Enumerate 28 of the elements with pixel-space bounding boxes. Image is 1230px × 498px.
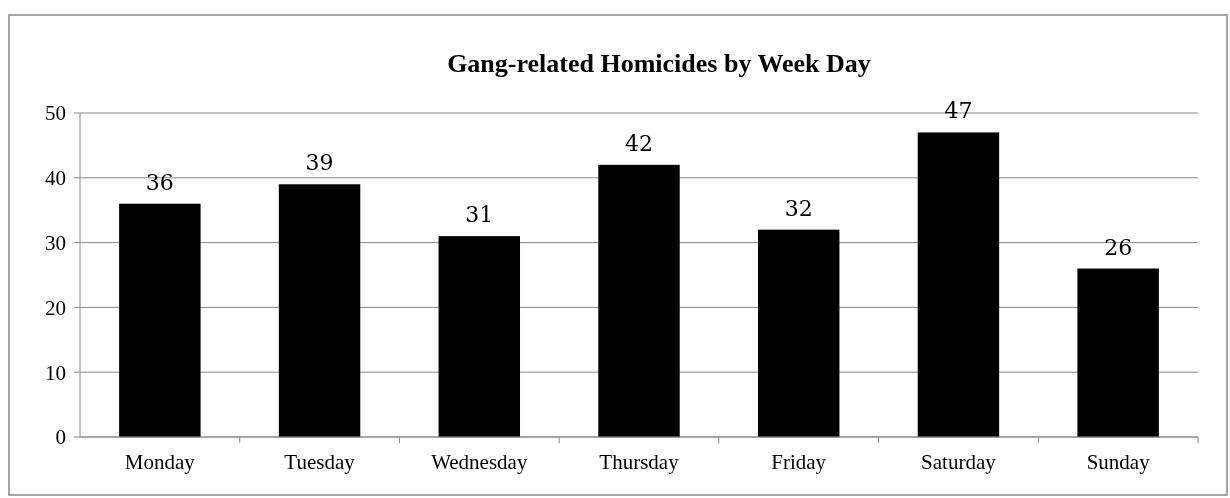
data-label: 47 xyxy=(944,98,973,124)
chart-title: Gang-related Homicides by Week Day xyxy=(447,49,871,78)
data-label: 39 xyxy=(305,150,334,176)
data-label: 26 xyxy=(1104,234,1133,260)
data-label: 42 xyxy=(625,130,653,156)
x-tick-label: Saturday xyxy=(921,450,997,474)
bar xyxy=(278,184,361,437)
bar xyxy=(438,236,521,437)
bar xyxy=(757,229,840,437)
y-tick-label: 10 xyxy=(45,360,66,385)
x-tick-label: Wednesday xyxy=(431,450,528,474)
data-label: 31 xyxy=(465,202,494,228)
x-tick-label: Tuesday xyxy=(284,450,356,474)
x-tick-label: Friday xyxy=(771,450,827,474)
y-tick-label: 50 xyxy=(45,101,66,126)
bar xyxy=(917,132,1000,437)
bar xyxy=(119,203,201,437)
y-tick-label: 0 xyxy=(55,425,66,450)
y-tick-label: 40 xyxy=(45,166,66,191)
bar xyxy=(1077,268,1159,437)
data-label: 32 xyxy=(784,195,813,221)
data-label: 36 xyxy=(145,169,174,195)
bar xyxy=(598,164,680,437)
x-tick-label: Monday xyxy=(124,450,196,474)
y-tick-label: 20 xyxy=(45,295,66,320)
x-tick-label: Sunday xyxy=(1086,450,1151,474)
y-tick-label: 30 xyxy=(45,230,66,255)
x-tick-label: Thursday xyxy=(599,450,680,474)
